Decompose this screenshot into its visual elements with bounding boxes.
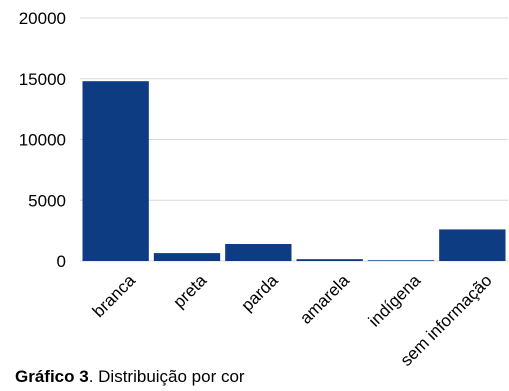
bars xyxy=(82,81,506,262)
y-tick-label-0: 0 xyxy=(57,252,66,271)
y-tick-label-20000: 20000 xyxy=(19,9,66,28)
y-tick-label-10000: 10000 xyxy=(19,131,66,150)
bar-6 xyxy=(439,229,506,261)
x-tick-label-5: indígena xyxy=(365,270,425,330)
gridlines xyxy=(80,17,508,262)
bar-4 xyxy=(296,259,363,261)
bar-2 xyxy=(153,253,221,261)
bar-3 xyxy=(225,243,292,261)
y-tick-label-5000: 5000 xyxy=(28,191,66,210)
caption-text: . Distribuição por cor xyxy=(88,367,245,386)
x-tick-label-2: preta xyxy=(169,270,210,311)
caption-label: Gráfico 3 xyxy=(15,367,89,386)
x-tick-label-4: amarela xyxy=(296,270,353,327)
x-tick-label-1: branca xyxy=(89,270,140,321)
bar-5 xyxy=(367,260,435,261)
x-tick-label-3: parda xyxy=(237,270,282,315)
y-tick-label-15000: 15000 xyxy=(19,70,66,89)
y-axis-tick-labels: 0 5000 10000 15000 20000 xyxy=(19,9,66,271)
bar-1 xyxy=(82,81,149,262)
figure-caption: Gráfico 3. Distribuição por cor xyxy=(15,367,245,387)
